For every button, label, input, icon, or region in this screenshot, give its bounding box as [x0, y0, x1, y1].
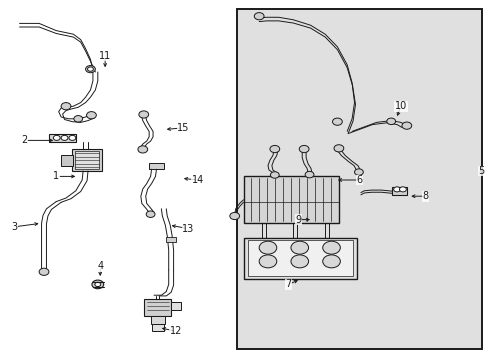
- Text: 5: 5: [478, 166, 484, 176]
- Circle shape: [305, 171, 313, 178]
- Bar: [49, 134, 76, 142]
- Text: 1: 1: [53, 171, 59, 181]
- Bar: [75, 151, 99, 169]
- Circle shape: [354, 169, 363, 175]
- Circle shape: [269, 145, 279, 153]
- Circle shape: [270, 172, 279, 178]
- Circle shape: [399, 187, 406, 192]
- Text: 4: 4: [97, 261, 103, 271]
- Circle shape: [393, 187, 400, 192]
- Circle shape: [254, 13, 264, 20]
- Bar: [171, 302, 181, 310]
- Bar: [151, 324, 163, 331]
- Text: 11: 11: [99, 51, 111, 61]
- Circle shape: [39, 268, 49, 275]
- Bar: [166, 237, 176, 242]
- Text: 7: 7: [285, 279, 291, 289]
- Bar: [149, 163, 163, 169]
- Circle shape: [332, 118, 342, 125]
- Bar: [244, 238, 356, 279]
- Circle shape: [61, 135, 68, 140]
- Circle shape: [53, 135, 60, 140]
- Circle shape: [146, 211, 155, 217]
- Circle shape: [333, 145, 343, 152]
- Text: 14: 14: [191, 175, 204, 185]
- Bar: [150, 316, 165, 324]
- Circle shape: [401, 122, 411, 129]
- Circle shape: [386, 118, 395, 125]
- Text: 2: 2: [21, 135, 27, 145]
- Text: 6: 6: [356, 175, 362, 185]
- Circle shape: [61, 103, 71, 110]
- Text: 15: 15: [177, 123, 189, 133]
- Text: 8: 8: [422, 191, 427, 201]
- Bar: [72, 149, 102, 171]
- Circle shape: [86, 112, 96, 119]
- Circle shape: [69, 135, 76, 140]
- Circle shape: [322, 255, 340, 268]
- Circle shape: [139, 111, 148, 118]
- Circle shape: [229, 212, 239, 220]
- Circle shape: [299, 145, 308, 153]
- Circle shape: [74, 116, 82, 122]
- Circle shape: [138, 146, 147, 153]
- Text: 13: 13: [182, 224, 194, 234]
- Text: 12: 12: [169, 326, 182, 336]
- Circle shape: [259, 241, 276, 254]
- Circle shape: [259, 255, 276, 268]
- Text: 3: 3: [12, 222, 18, 232]
- Bar: [237, 9, 481, 349]
- Text: 9: 9: [295, 215, 301, 225]
- Bar: [248, 240, 352, 276]
- Bar: [391, 187, 406, 195]
- Circle shape: [290, 255, 308, 268]
- Circle shape: [290, 241, 308, 254]
- Bar: [144, 299, 171, 316]
- Bar: [243, 176, 338, 223]
- Circle shape: [85, 66, 95, 73]
- Text: 10: 10: [394, 101, 407, 111]
- Bar: [61, 155, 73, 166]
- Circle shape: [322, 241, 340, 254]
- Circle shape: [92, 280, 103, 289]
- Circle shape: [87, 67, 93, 71]
- Circle shape: [95, 282, 101, 287]
